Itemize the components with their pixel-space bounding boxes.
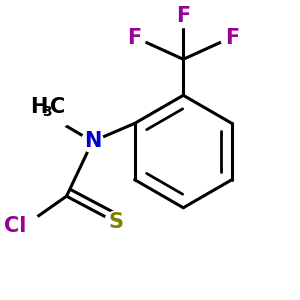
- Circle shape: [82, 130, 104, 152]
- Circle shape: [172, 4, 195, 28]
- Text: F: F: [176, 6, 190, 26]
- Text: F: F: [225, 28, 239, 48]
- Text: F: F: [127, 28, 141, 48]
- Text: C: C: [50, 97, 65, 117]
- Text: H: H: [31, 97, 48, 117]
- Text: N: N: [84, 131, 101, 152]
- Circle shape: [12, 212, 40, 241]
- Circle shape: [31, 87, 74, 130]
- Text: Cl: Cl: [4, 217, 26, 236]
- Circle shape: [105, 211, 127, 233]
- Text: 3: 3: [42, 105, 52, 119]
- Circle shape: [123, 26, 146, 49]
- Text: S: S: [108, 212, 123, 232]
- Circle shape: [221, 26, 244, 49]
